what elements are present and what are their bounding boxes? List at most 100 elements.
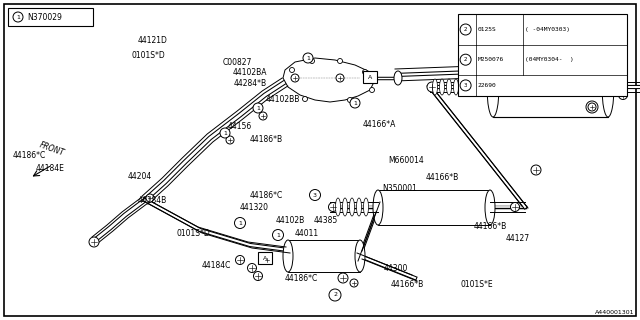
Circle shape [303, 97, 307, 101]
Text: 44166*A: 44166*A [363, 120, 396, 129]
Circle shape [586, 101, 598, 113]
Circle shape [350, 98, 360, 108]
Text: 44011: 44011 [294, 229, 319, 238]
Bar [258, 252, 272, 264]
Text: N350001: N350001 [383, 184, 417, 193]
Circle shape [588, 103, 596, 111]
Circle shape [303, 53, 313, 63]
Bar [458, 14, 627, 96]
Ellipse shape [602, 57, 614, 117]
Text: 44300: 44300 [384, 264, 408, 273]
Circle shape [253, 271, 262, 281]
Text: M660014: M660014 [388, 156, 424, 164]
Circle shape [146, 194, 154, 202]
Text: 44102BA: 44102BA [232, 68, 267, 77]
Circle shape [263, 256, 271, 264]
Ellipse shape [373, 190, 383, 225]
Circle shape [337, 59, 342, 63]
Text: 0125S: 0125S [477, 27, 497, 32]
Text: 44186*C: 44186*C [250, 191, 283, 200]
Ellipse shape [356, 198, 362, 216]
Text: 44102B: 44102B [275, 216, 305, 225]
Circle shape [259, 112, 267, 120]
Text: ( -04MY0303): ( -04MY0303) [525, 27, 570, 32]
Text: 44204: 44204 [128, 172, 152, 180]
Text: M250076: M250076 [477, 57, 504, 62]
Text: C00827: C00827 [223, 58, 252, 67]
Text: 44102BB: 44102BB [266, 95, 300, 104]
Text: 1: 1 [238, 220, 242, 226]
Text: 22690: 22690 [477, 83, 497, 88]
Circle shape [310, 189, 321, 201]
Text: 2: 2 [464, 27, 467, 32]
Circle shape [602, 53, 611, 62]
Text: 44186*C: 44186*C [285, 274, 318, 283]
Text: 0101S*D: 0101S*D [131, 51, 165, 60]
Circle shape [511, 203, 520, 212]
Ellipse shape [364, 198, 369, 216]
Ellipse shape [355, 240, 365, 272]
Circle shape [427, 82, 437, 92]
Text: 44284*B: 44284*B [234, 79, 267, 88]
Bar [493, 57, 608, 117]
Ellipse shape [283, 240, 293, 272]
Circle shape [338, 273, 348, 283]
Circle shape [13, 12, 23, 22]
Text: 44156: 44156 [227, 122, 252, 131]
Circle shape [234, 218, 246, 228]
Text: N370029: N370029 [27, 12, 62, 21]
Circle shape [236, 255, 244, 265]
Text: 44127: 44127 [506, 234, 530, 243]
Text: 441320: 441320 [240, 203, 269, 212]
Circle shape [291, 74, 299, 82]
Text: 3: 3 [464, 83, 467, 88]
Text: 1: 1 [223, 131, 227, 135]
Text: 1: 1 [276, 233, 280, 237]
Text: 44184B: 44184B [138, 196, 167, 205]
Circle shape [336, 74, 344, 82]
Text: 44166*B: 44166*B [474, 222, 507, 231]
Circle shape [460, 80, 471, 91]
Circle shape [460, 24, 471, 35]
Bar [378, 190, 490, 225]
Circle shape [248, 263, 257, 273]
Text: (04MY0304-  ): (04MY0304- ) [525, 57, 573, 62]
Text: 1: 1 [306, 55, 310, 60]
Ellipse shape [447, 79, 451, 95]
Circle shape [89, 237, 99, 247]
Circle shape [369, 87, 374, 92]
Text: 3: 3 [313, 193, 317, 197]
Ellipse shape [342, 198, 348, 216]
Ellipse shape [487, 57, 499, 117]
Bar [363, 71, 377, 83]
Text: 44186*B: 44186*B [250, 135, 283, 144]
Circle shape [618, 91, 627, 100]
Circle shape [220, 128, 230, 138]
Circle shape [489, 54, 497, 62]
Circle shape [362, 69, 367, 75]
Bar [288, 240, 360, 272]
Circle shape [328, 203, 337, 212]
Circle shape [289, 68, 294, 73]
Circle shape [531, 165, 541, 175]
Bar [8, 8, 93, 26]
Circle shape [310, 59, 314, 63]
Text: A440001301: A440001301 [595, 310, 634, 315]
Text: 2: 2 [333, 292, 337, 298]
Ellipse shape [440, 79, 445, 95]
Ellipse shape [394, 71, 402, 85]
Ellipse shape [485, 190, 495, 225]
Text: 44166*B: 44166*B [426, 173, 459, 182]
Circle shape [226, 136, 234, 144]
Text: 44166*B: 44166*B [390, 280, 424, 289]
Circle shape [329, 289, 341, 301]
Text: 44186*C: 44186*C [13, 151, 46, 160]
Text: 44121D: 44121D [138, 36, 168, 45]
Text: 1: 1 [16, 14, 20, 20]
Ellipse shape [433, 79, 438, 95]
Circle shape [609, 76, 618, 84]
Circle shape [460, 54, 471, 65]
Circle shape [273, 229, 284, 241]
Text: 1: 1 [256, 106, 260, 110]
Text: A: A [368, 75, 372, 79]
